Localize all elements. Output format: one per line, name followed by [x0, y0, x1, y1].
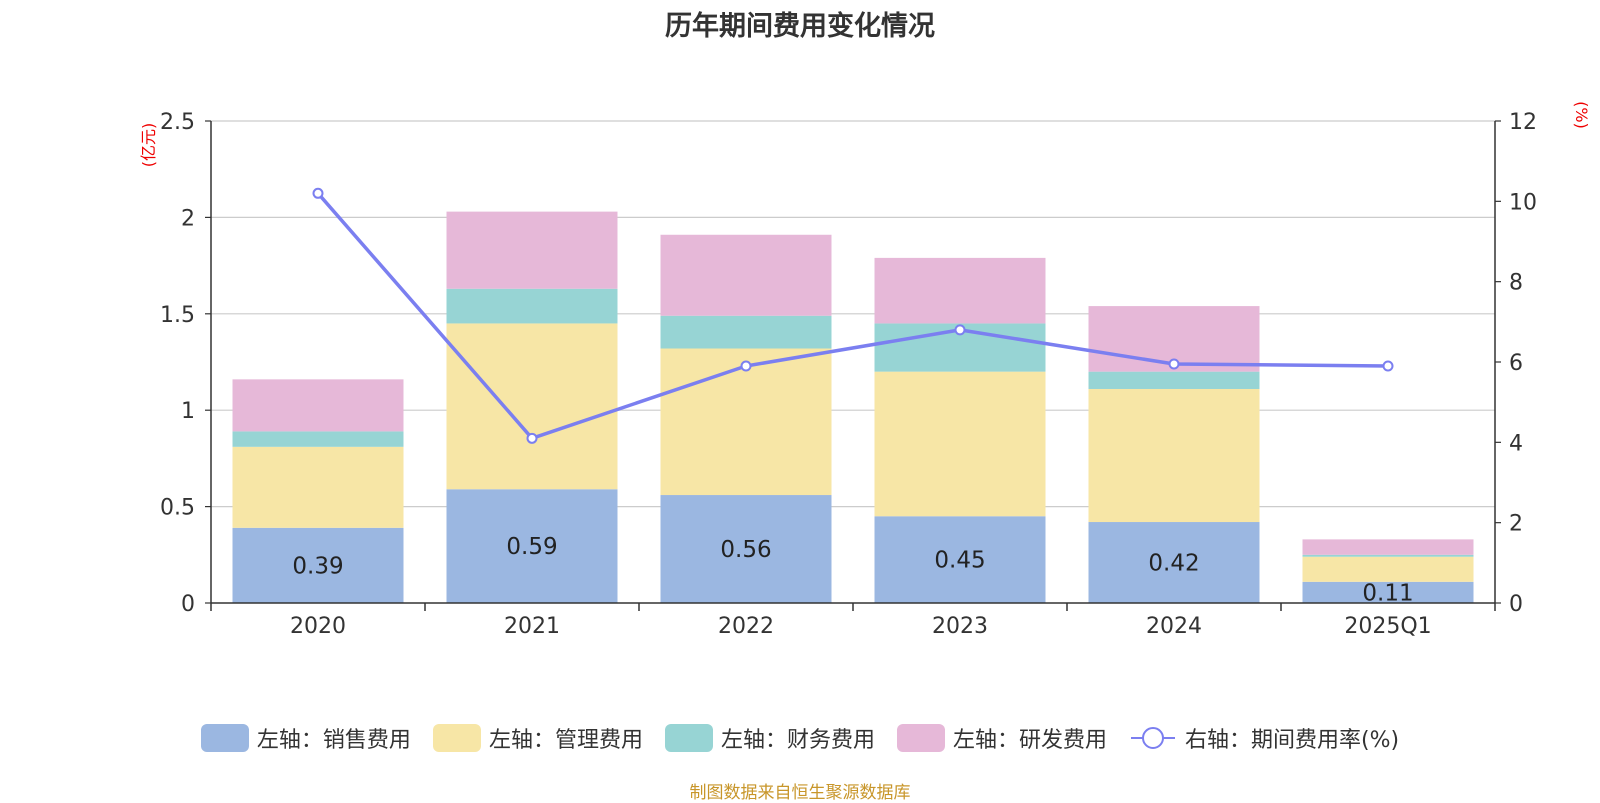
legend-swatch-admin	[432, 724, 481, 752]
bar-segment-2	[1302, 556, 1474, 582]
bar-segment-1	[874, 516, 1046, 603]
bar-value-label: 0.11	[1362, 580, 1413, 606]
rate-point	[740, 360, 752, 372]
bar-segment-4	[874, 257, 1046, 324]
legend-label-rnd: 左轴：研发费用	[952, 728, 1107, 753]
bar-labels: 0.39 0.59 0.56 0.45 0.42 0.11	[292, 534, 1413, 606]
right-axis-tick-label: 12	[1509, 110, 1537, 135]
bar-segment-1	[1088, 522, 1260, 603]
right-axis-tick-label: 2	[1509, 512, 1523, 537]
right-axis-tick-label: 4	[1509, 431, 1523, 456]
bar-segment-4	[232, 379, 404, 432]
legend-line-circle-icon	[1130, 727, 1175, 749]
legend: 左轴：销售费用 左轴：管理费用 左轴：财务费用 左轴：研发费用 右轴：期间费用率…	[0, 722, 1600, 754]
right-axis-tick-label: 6	[1509, 351, 1523, 376]
legend-swatch-finance	[664, 724, 713, 752]
legend-item-rate[interactable]: 右轴：期间费用率(%)	[1129, 722, 1399, 754]
bar-segment-1	[446, 489, 618, 603]
bar-value-label: 0.56	[720, 537, 771, 563]
right-axis-tick-label: 8	[1509, 271, 1523, 296]
bar-segment-2	[232, 446, 404, 528]
legend-label-finance: 左轴：财务费用	[720, 728, 875, 753]
axes: 0 0.5 1 1.5 2 2.5 0 2 4 6 8 10 12 2020 2021 2022 2023 202…	[160, 110, 1537, 639]
rate-point	[526, 432, 538, 444]
legend-item-finance[interactable]: 左轴：财务费用	[664, 722, 875, 754]
bar-segment-2	[1088, 388, 1260, 523]
source-note: 制图数据来自恒生聚源数据库	[689, 783, 911, 803]
bar-segment-3	[232, 431, 404, 447]
legend-item-rnd[interactable]: 左轴：研发费用	[896, 722, 1107, 754]
rate-point	[312, 187, 324, 199]
bar-value-label: 0.59	[506, 534, 557, 560]
left-axis-tick-label: 1.5	[160, 303, 195, 328]
left-axis-tick-label: 1	[181, 399, 195, 424]
grid-lines	[211, 120, 1495, 508]
bar-segment-2	[874, 371, 1046, 517]
left-axis-tick-label: 0.5	[160, 496, 195, 521]
legend-item-sales[interactable]: 左轴：销售费用	[200, 722, 411, 754]
x-axis-tick-label: 2020	[290, 614, 346, 639]
bar-segment-1	[1302, 581, 1474, 603]
legend-label-rate: 右轴：期间费用率(%)	[1184, 728, 1400, 753]
left-axis-unit: (亿元)	[139, 123, 158, 168]
rate-point	[1168, 358, 1180, 370]
bar-segment-4	[660, 234, 832, 316]
x-axis-tick-label: 2025Q1	[1344, 614, 1431, 639]
x-axis-tick-label: 2023	[932, 614, 988, 639]
left-axis-tick-label: 2.5	[160, 110, 195, 135]
bar-value-label: 0.39	[292, 553, 343, 579]
x-axis-tick-label: 2024	[1146, 614, 1202, 639]
x-axis-tick-label: 2022	[718, 614, 774, 639]
bar-segment-1	[660, 495, 832, 603]
legend-label-sales: 左轴：销售费用	[256, 728, 411, 753]
rate-point	[954, 324, 966, 336]
rate-line	[316, 192, 1389, 441]
right-axis-unit: (%)	[1572, 101, 1591, 129]
bar-segment-4	[446, 211, 618, 289]
bar-segment-1	[232, 527, 404, 603]
bar-segment-3	[660, 315, 832, 349]
chart-title: 历年期间费用变化情况	[665, 11, 935, 42]
bar-value-label: 0.42	[1148, 551, 1199, 577]
left-axis-tick-label: 0	[181, 592, 195, 617]
legend-swatch-sales	[200, 724, 249, 752]
bar-segment-3	[1088, 371, 1260, 389]
bar-segment-3	[1302, 554, 1474, 557]
bar-segment-3	[446, 288, 618, 324]
legend-label-admin: 左轴：管理费用	[488, 728, 643, 753]
legend-item-admin[interactable]: 左轴：管理费用	[432, 722, 643, 754]
x-axis-tick-label: 2021	[504, 614, 560, 639]
bar-value-label: 0.45	[934, 548, 985, 574]
bars	[232, 211, 1474, 603]
bar-segment-4	[1302, 539, 1474, 555]
left-axis-tick-label: 2	[181, 206, 195, 231]
legend-swatch-rnd	[896, 724, 945, 752]
right-axis-tick-label: 0	[1509, 592, 1523, 617]
right-axis-tick-label: 10	[1509, 190, 1537, 215]
expense-rate-line	[312, 187, 1394, 444]
bar-segment-2	[446, 323, 618, 490]
rate-point	[1382, 360, 1394, 372]
bar-segment-2	[660, 348, 832, 496]
